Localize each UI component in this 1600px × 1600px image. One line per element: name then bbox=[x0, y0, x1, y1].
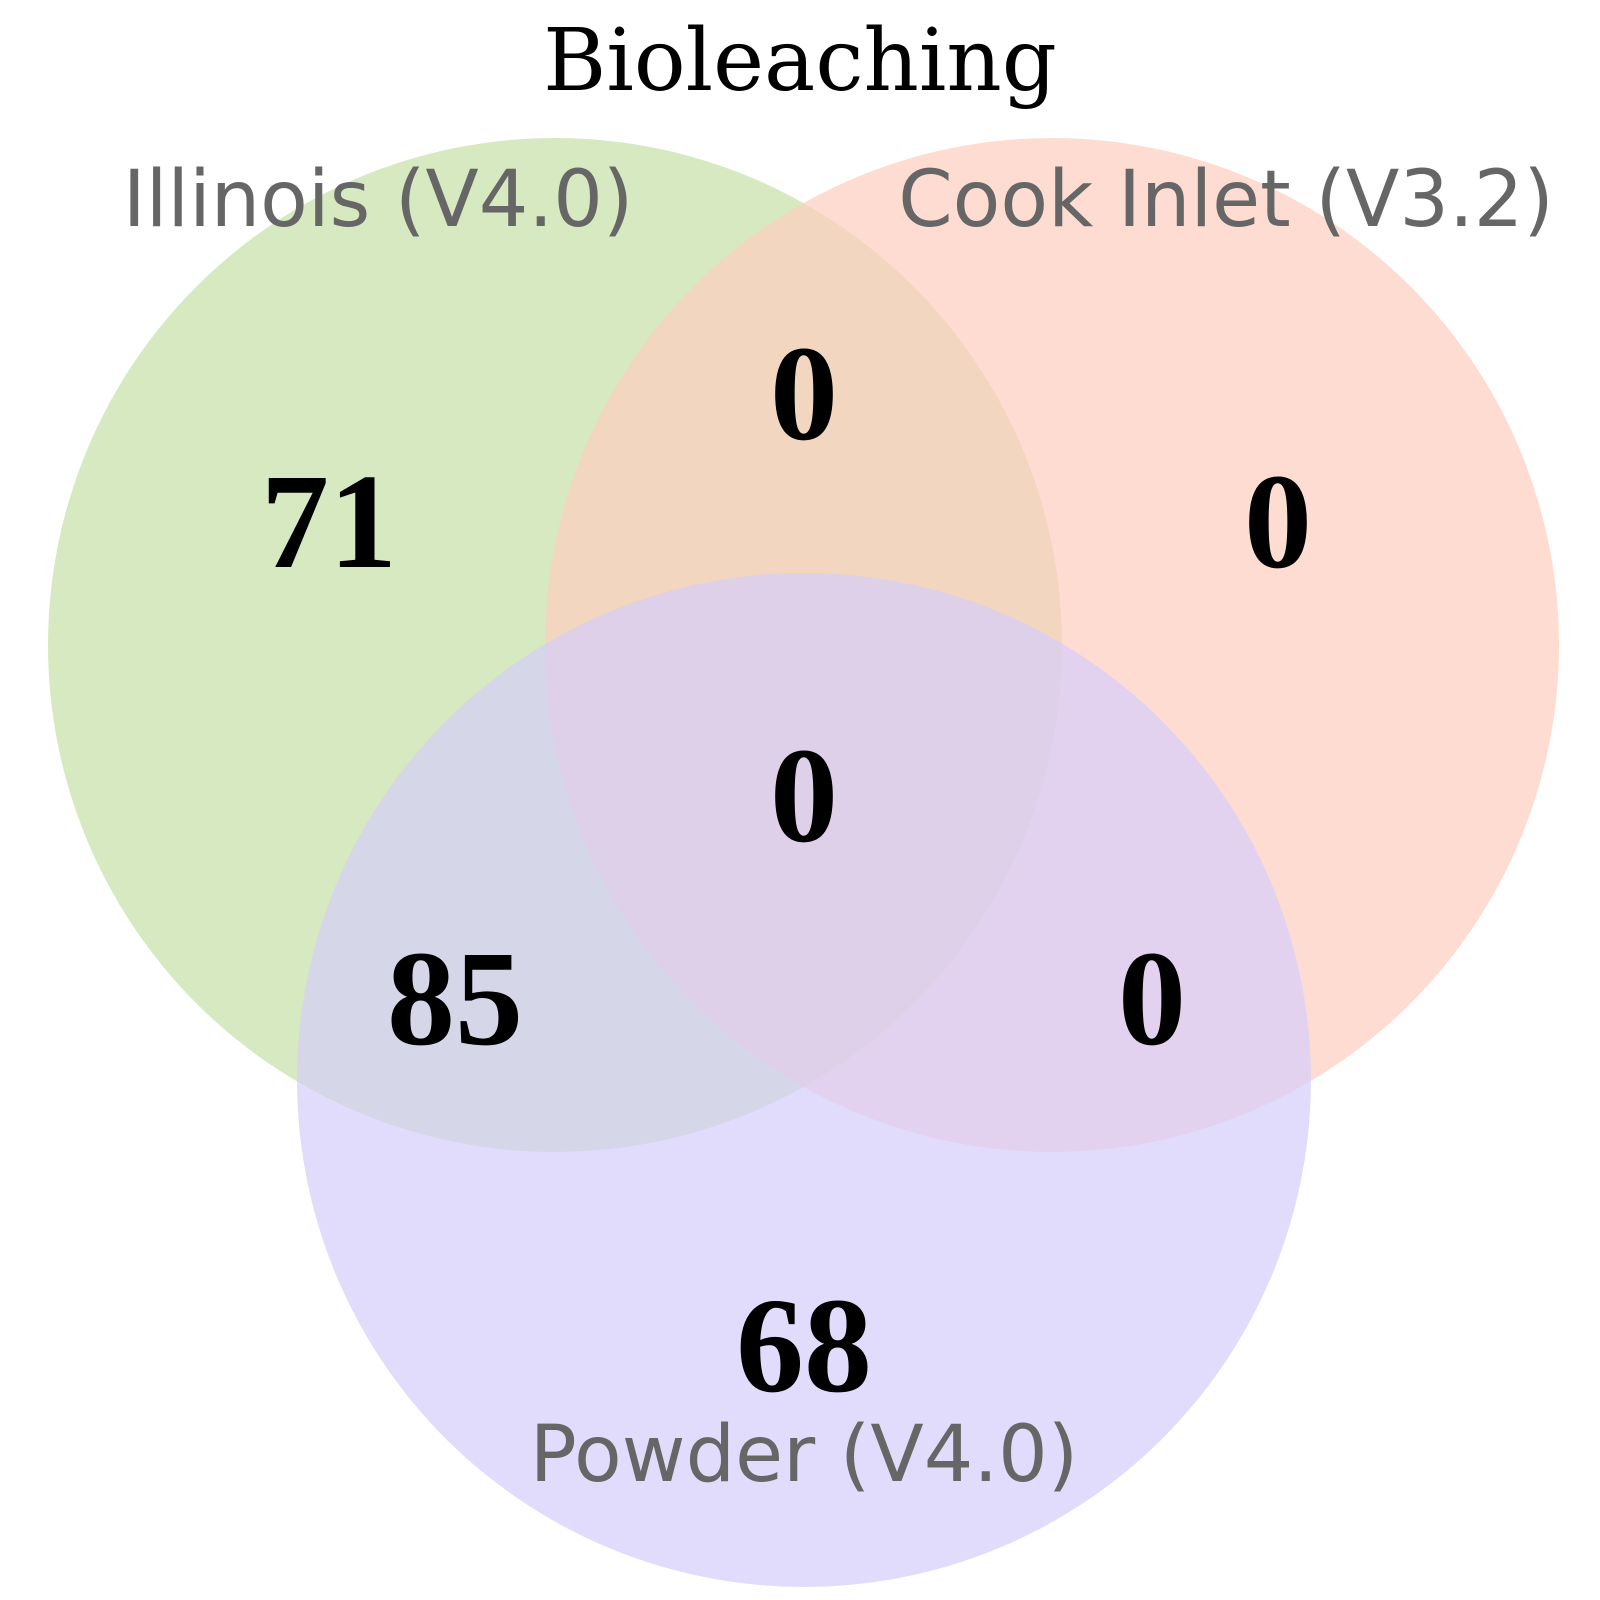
diagram-title: Bioleaching bbox=[543, 11, 1057, 111]
set-label-powder: Powder (V4.0) bbox=[530, 1410, 1078, 1500]
count-powder-only: 68 bbox=[736, 1271, 872, 1421]
count-cook-inlet-powder: 0 bbox=[1118, 924, 1186, 1074]
set-circles bbox=[48, 138, 1559, 1587]
count-illinois-only: 71 bbox=[261, 447, 397, 597]
set-circle-powder bbox=[297, 573, 1311, 1587]
set-label-illinois: Illinois (V4.0) bbox=[123, 155, 634, 245]
count-all-three: 0 bbox=[770, 721, 838, 871]
count-illinois-powder: 85 bbox=[387, 924, 523, 1074]
count-cook-inlet-only: 0 bbox=[1244, 447, 1312, 597]
set-label-cook-inlet: Cook Inlet (V3.2) bbox=[898, 155, 1554, 245]
count-illinois-cook-inlet: 0 bbox=[770, 319, 838, 469]
